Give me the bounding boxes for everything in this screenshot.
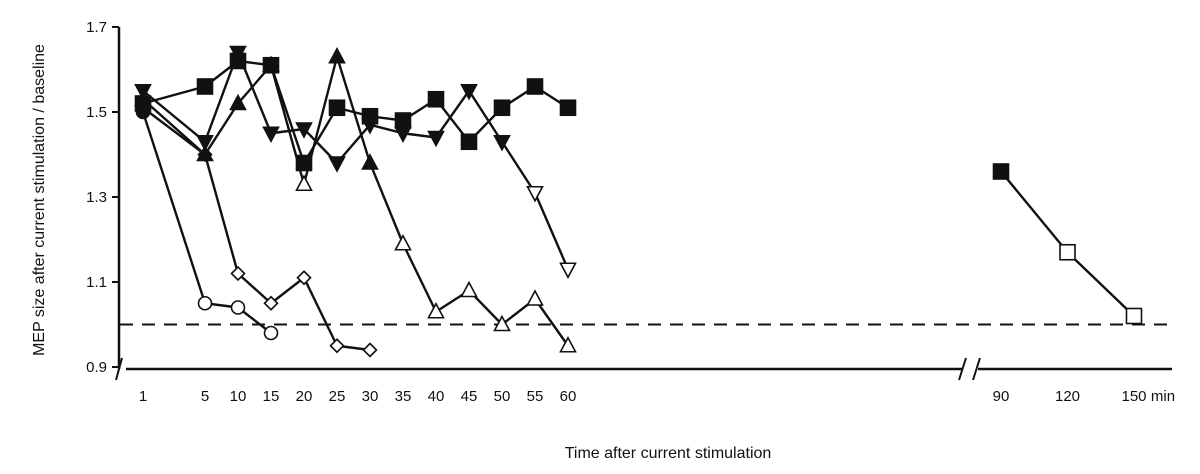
data-point-circle: [263, 325, 279, 341]
data-point-triangle-up: [196, 144, 214, 162]
data-point-square: [493, 99, 511, 117]
data-point-triangle-down: [196, 134, 214, 152]
data-point-triangle-up: [427, 302, 445, 319]
data-point-square: [361, 107, 379, 125]
data-point-triangle-up: [460, 280, 478, 298]
x-tick-label: 150: [1121, 388, 1146, 405]
data-point-square: [134, 95, 152, 112]
x-tick-label: 90: [993, 388, 1010, 405]
data-point-triangle-down: [493, 134, 511, 152]
y-axis-break-mark: [115, 357, 123, 381]
markers-square: [134, 52, 577, 172]
data-point-diamond: [263, 295, 279, 311]
data-point-triangle-down: [328, 156, 346, 173]
markers-triangle-down: [134, 45, 577, 279]
data-point-square: [1059, 243, 1076, 261]
data-point-square: [295, 154, 313, 172]
series-line-diamond: [142, 106, 371, 352]
x-tick-label: 30: [362, 388, 379, 405]
data-point-square: [526, 78, 544, 95]
data-point-circle: [230, 300, 246, 315]
data-point-triangle-up: [295, 174, 313, 192]
data-point-diamond: [230, 265, 246, 282]
series-diamond: [142, 106, 371, 352]
series-square: [1000, 170, 1135, 317]
x-tick-label: 120: [1055, 388, 1080, 405]
data-point-square: [559, 99, 577, 117]
data-point-triangle-down: [427, 130, 445, 148]
data-point-diamond: [296, 270, 312, 286]
data-point-triangle-down: [295, 122, 313, 139]
data-point-triangle-down: [134, 83, 152, 101]
x-axis-title: Time after current stimulation: [565, 445, 772, 462]
markers-diamond: [135, 100, 378, 358]
data-point-triangle-down: [460, 83, 478, 101]
x-tick-label: 55: [527, 388, 544, 405]
tick-labels: 0.91.11.31.51.71 5 10 15 20 25 30 35 40 45 50 55 60 9…: [86, 19, 1146, 405]
x-tick-label: 50: [494, 388, 511, 405]
data-point-square: [262, 56, 280, 74]
x-tick-label: 60: [560, 388, 577, 405]
data-point-square: [328, 99, 346, 117]
data-point-square: [394, 112, 412, 129]
data-point-triangle-up: [493, 314, 511, 332]
y-tick-label: 1.7: [86, 19, 107, 36]
axes: [112, 26, 1172, 381]
data-point-triangle-up: [559, 336, 577, 353]
x-axis-unit: min: [1151, 388, 1175, 405]
x-tick-label: 40: [428, 388, 445, 405]
series-layer: [134, 45, 1143, 358]
data-point-triangle-down: [526, 185, 544, 203]
data-point-triangle-up: [361, 153, 379, 170]
data-point-triangle-up: [328, 47, 346, 64]
markers-square: [992, 163, 1143, 325]
y-axis-title: MEP size after current stimulation / bas…: [31, 44, 48, 356]
x-tick-label: 1: [139, 388, 147, 405]
x-tick-label: 5: [201, 388, 209, 405]
data-point-diamond: [362, 342, 378, 358]
x-tick-label: 35: [395, 388, 412, 405]
x-tick-label: 10: [230, 388, 247, 405]
x-tick-label: 45: [461, 388, 478, 405]
x-tick-label: 15: [263, 388, 280, 405]
data-point-diamond: [329, 338, 345, 354]
x-tick-label: 25: [329, 388, 346, 405]
data-point-circle: [197, 295, 213, 311]
data-point-triangle-up: [526, 289, 544, 306]
x-axis-break-mark: [958, 357, 967, 381]
series-line-circle: [141, 111, 272, 334]
series-circle: [141, 111, 272, 334]
data-point-triangle-up: [394, 234, 412, 251]
data-point-triangle-down: [262, 126, 280, 143]
data-point-triangle-up: [229, 93, 247, 111]
data-point-square: [196, 78, 214, 95]
y-tick-label: 0.9: [86, 359, 107, 376]
series-line-square: [1000, 170, 1135, 317]
y-tick-label: 1.3: [86, 189, 107, 206]
data-point-square: [427, 90, 445, 108]
data-point-triangle-down: [559, 262, 577, 279]
y-tick-label: 1.1: [86, 274, 107, 291]
data-point-square: [992, 163, 1010, 180]
data-point-square: [1125, 307, 1143, 325]
y-tick-label: 1.5: [86, 104, 107, 121]
data-point-square: [460, 133, 478, 151]
x-axis-break-mark: [972, 357, 981, 381]
data-point-square: [229, 52, 247, 70]
x-tick-label: 20: [296, 388, 313, 405]
